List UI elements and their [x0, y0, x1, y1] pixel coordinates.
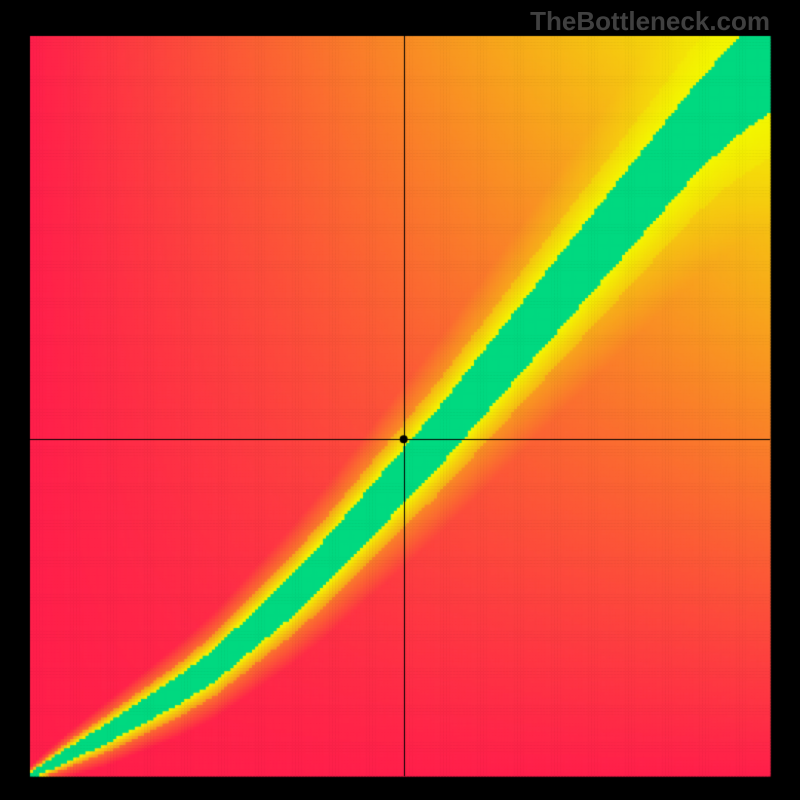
bottleneck-heatmap — [0, 0, 800, 800]
watermark-text: TheBottleneck.com — [530, 6, 770, 37]
